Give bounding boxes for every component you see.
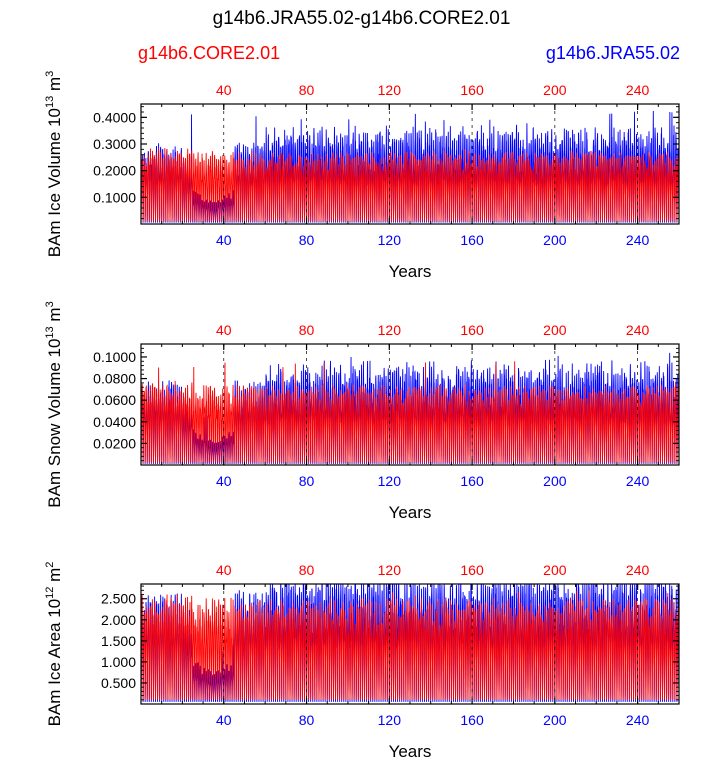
x-tick-label-bottom: 120 xyxy=(378,712,402,728)
x-tick-label-top: 200 xyxy=(543,562,567,578)
x-tick-label-top: 80 xyxy=(299,322,315,338)
x-tick-label-bottom: 40 xyxy=(216,712,232,728)
y-axis-title-unit-exp: 2 xyxy=(44,562,56,568)
x-tick-label-bottom: 80 xyxy=(299,473,315,489)
y-tick-label: 0.500 xyxy=(101,675,136,691)
x-tick-label-top: 120 xyxy=(378,82,402,98)
x-tick-label-bottom: 160 xyxy=(460,232,484,248)
x-tick-label-bottom: 200 xyxy=(543,473,567,489)
x-tick-label-top: 80 xyxy=(299,562,315,578)
y-axis-title-unit-exp: 3 xyxy=(44,71,56,77)
x-tick-label-bottom: 40 xyxy=(216,473,232,489)
x-tick-label-top: 200 xyxy=(543,322,567,338)
y-axis-title-text: BAm Snow Volume 10 xyxy=(45,339,64,508)
legend-jra55: g14b6.JRA55.02 xyxy=(545,43,680,63)
y-tick-label: 2.000 xyxy=(101,612,136,628)
legend-core2: g14b6.CORE2.01 xyxy=(138,43,281,63)
y-axis-title-exp: 12 xyxy=(44,587,56,599)
y-axis-title-exp: 13 xyxy=(44,96,56,108)
x-tick-label-top: 160 xyxy=(460,562,484,578)
y-axis-title: BAm Ice Area 1012 m2 xyxy=(44,562,64,727)
y-tick-label: 2.500 xyxy=(101,591,136,607)
y-tick-label: 0.0400 xyxy=(93,414,136,430)
y-axis-title: BAm Snow Volume 1013 m3 xyxy=(44,301,64,507)
x-tick-label-top: 120 xyxy=(378,322,402,338)
panel-1: 40 80 120 160 200 240 40 80 120 160 200 240 0.1000 0.… xyxy=(44,71,680,281)
y-axis-title-text: BAm Ice Area 10 xyxy=(45,599,64,727)
x-tick-label-top: 40 xyxy=(216,82,232,98)
x-tick-label-bottom: 120 xyxy=(378,473,402,489)
y-tick-label: 0.0800 xyxy=(93,371,136,387)
x-tick-label-top: 40 xyxy=(216,322,232,338)
y-tick-label: 0.3000 xyxy=(93,136,136,152)
y-tick-label: 0.2000 xyxy=(93,163,136,179)
x-tick-label-bottom: 200 xyxy=(543,232,567,248)
x-tick-label-bottom: 160 xyxy=(460,473,484,489)
x-tick-label-bottom: 80 xyxy=(299,712,315,728)
series-line-core2 xyxy=(141,590,679,700)
y-tick-label: 0.1000 xyxy=(93,349,136,365)
x-tick-label-top: 80 xyxy=(299,82,315,98)
y-axis-title-unit-exp: 3 xyxy=(44,301,56,307)
x-tick-label-top: 240 xyxy=(626,82,650,98)
chart-title: g14b6.JRA55.02-g14b6.CORE2.01 xyxy=(212,8,511,29)
y-axis-title-unit: m xyxy=(45,568,64,587)
x-tick-label-top: 40 xyxy=(216,562,232,578)
x-tick-label-bottom: 160 xyxy=(460,712,484,728)
x-tick-label-bottom: 240 xyxy=(626,712,650,728)
x-tick-label-top: 240 xyxy=(626,322,650,338)
x-tick-label-bottom: 80 xyxy=(299,232,315,248)
x-tick-label-top: 120 xyxy=(378,562,402,578)
series-line-core2 xyxy=(141,148,679,222)
x-axis-title: Years xyxy=(389,262,432,281)
y-tick-label: 0.4000 xyxy=(93,109,136,125)
y-axis-title-unit: m xyxy=(45,307,64,326)
x-axis-title: Years xyxy=(389,503,432,522)
panel-3: 40 80 120 160 200 240 40 80 120 160 200 240 0.500 1.0… xyxy=(44,562,680,761)
y-tick-label: 0.0600 xyxy=(93,392,136,408)
x-tick-label-bottom: 120 xyxy=(378,232,402,248)
y-tick-label: 0.1000 xyxy=(93,189,136,205)
x-tick-label-top: 240 xyxy=(626,562,650,578)
y-axis-title: BAm Ice Volume 1013 m3 xyxy=(44,71,64,258)
x-axis-title: Years xyxy=(389,742,432,761)
x-tick-label-top: 200 xyxy=(543,82,567,98)
y-tick-label: 1.500 xyxy=(101,633,136,649)
x-tick-label-bottom: 240 xyxy=(626,473,650,489)
x-tick-label-bottom: 40 xyxy=(216,232,232,248)
y-tick-label: 0.0200 xyxy=(93,435,136,451)
x-tick-label-top: 160 xyxy=(460,82,484,98)
y-axis-title-text: BAm Ice Volume 10 xyxy=(45,108,64,257)
x-tick-label-bottom: 240 xyxy=(626,232,650,248)
x-tick-label-bottom: 200 xyxy=(543,712,567,728)
panel-2: 40 80 120 160 200 240 40 80 120 160 200 240 0.0200 0.… xyxy=(44,301,680,522)
x-tick-label-top: 160 xyxy=(460,322,484,338)
y-tick-label: 1.000 xyxy=(101,654,136,670)
y-axis-title-unit: m xyxy=(45,77,64,96)
y-axis-title-exp: 13 xyxy=(44,326,56,338)
